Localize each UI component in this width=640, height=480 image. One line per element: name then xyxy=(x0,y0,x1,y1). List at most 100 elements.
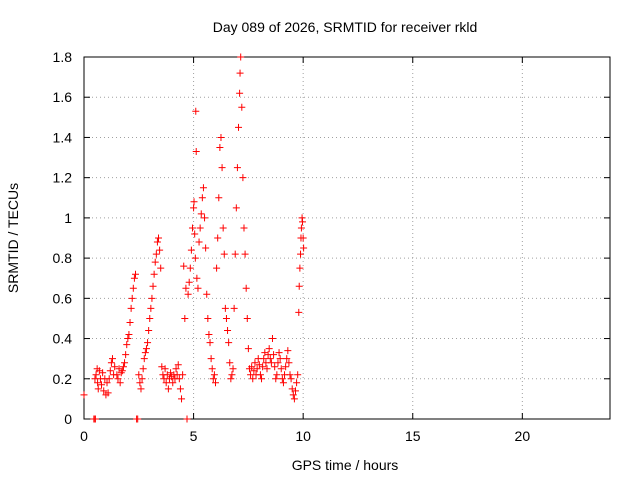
data-point xyxy=(198,194,206,202)
data-point xyxy=(296,264,304,272)
data-point xyxy=(111,363,119,371)
data-point xyxy=(128,294,136,302)
data-point xyxy=(293,379,301,387)
y-tick-label: 1 xyxy=(64,210,72,226)
data-point xyxy=(251,359,259,367)
plot-frame xyxy=(83,56,611,420)
data-point xyxy=(210,371,218,379)
x-tick-label: 10 xyxy=(295,428,311,444)
data-point xyxy=(130,274,138,282)
data-point xyxy=(103,379,111,387)
data-point xyxy=(248,363,256,371)
data-point xyxy=(157,264,165,272)
data-point xyxy=(174,361,182,369)
y-tick-label: 0.6 xyxy=(53,290,73,306)
data-point xyxy=(242,284,250,292)
data-point xyxy=(176,385,184,393)
data-point xyxy=(151,258,159,266)
data-point xyxy=(195,238,203,246)
data-point xyxy=(175,375,183,383)
data-point xyxy=(184,290,192,298)
y-tick-label: 1.2 xyxy=(53,170,73,186)
data-point xyxy=(206,339,214,347)
data-point xyxy=(106,367,114,375)
data-point xyxy=(127,304,135,312)
data-point xyxy=(295,282,303,290)
data-point xyxy=(149,282,157,290)
data-point xyxy=(224,327,232,335)
data-point xyxy=(244,345,252,353)
data-point xyxy=(162,379,170,387)
data-point xyxy=(299,218,307,226)
data-point xyxy=(192,107,200,115)
y-tick-label: 0.8 xyxy=(53,250,73,266)
data-point xyxy=(161,365,169,373)
data-point xyxy=(202,244,210,252)
data-point xyxy=(139,365,147,373)
data-point xyxy=(134,415,142,423)
data-point xyxy=(123,341,131,349)
data-point xyxy=(155,234,163,242)
data-point xyxy=(256,371,264,379)
data-point xyxy=(271,363,279,371)
y-axis-label: SRMTID / TECUs xyxy=(5,183,21,293)
data-point xyxy=(126,318,134,326)
data-point xyxy=(277,365,285,373)
data-point xyxy=(282,363,290,371)
y-tick-label: 1.6 xyxy=(53,89,73,105)
data-point xyxy=(287,375,295,383)
data-point xyxy=(92,371,100,379)
data-point xyxy=(283,355,291,363)
data-point xyxy=(135,371,143,379)
data-point xyxy=(243,314,251,322)
data-point xyxy=(295,308,303,316)
data-point xyxy=(201,214,209,222)
data-point xyxy=(150,270,158,278)
data-point xyxy=(94,379,102,387)
data-point xyxy=(249,375,257,383)
data-point xyxy=(208,365,216,373)
data-point xyxy=(286,371,294,379)
data-point xyxy=(214,234,222,242)
data-point xyxy=(190,198,198,206)
data-point xyxy=(125,331,133,339)
data-point xyxy=(186,264,194,272)
x-tick-label: 15 xyxy=(405,428,421,444)
data-point xyxy=(263,365,271,373)
data-point xyxy=(191,254,199,262)
data-point xyxy=(230,304,238,312)
data-point xyxy=(203,290,211,298)
data-point xyxy=(180,262,188,270)
data-point xyxy=(136,379,144,387)
data-point xyxy=(215,194,223,202)
data-point xyxy=(129,284,137,292)
data-point xyxy=(274,359,282,367)
y-tick-label: 0.4 xyxy=(53,331,73,347)
data-point xyxy=(193,274,201,282)
grid-layer xyxy=(84,57,610,419)
data-point xyxy=(275,349,283,357)
x-tick-label: 20 xyxy=(515,428,531,444)
data-point xyxy=(236,89,244,97)
data-point xyxy=(268,335,276,343)
data-point xyxy=(297,224,305,232)
data-point xyxy=(196,224,204,232)
data-point xyxy=(259,363,267,371)
data-point xyxy=(98,381,106,389)
data-point xyxy=(107,359,115,367)
data-point xyxy=(209,375,217,383)
data-point xyxy=(100,387,108,395)
data-point xyxy=(172,365,180,373)
data-point xyxy=(104,389,112,397)
data-point xyxy=(122,351,130,359)
data-point xyxy=(181,314,189,322)
data-point xyxy=(297,250,305,258)
data-point xyxy=(237,53,245,61)
data-point xyxy=(99,369,107,377)
tick-layer: 0 0.2 0.4 0.6 0.8 1 1.2 1.4 1.6 1.8 0 5 10 15 20 xyxy=(53,49,610,444)
data-point xyxy=(219,224,227,232)
x-tick-label: 0 xyxy=(80,428,88,444)
x-axis-label: GPS time / hours xyxy=(292,457,399,473)
data-point xyxy=(182,284,190,292)
